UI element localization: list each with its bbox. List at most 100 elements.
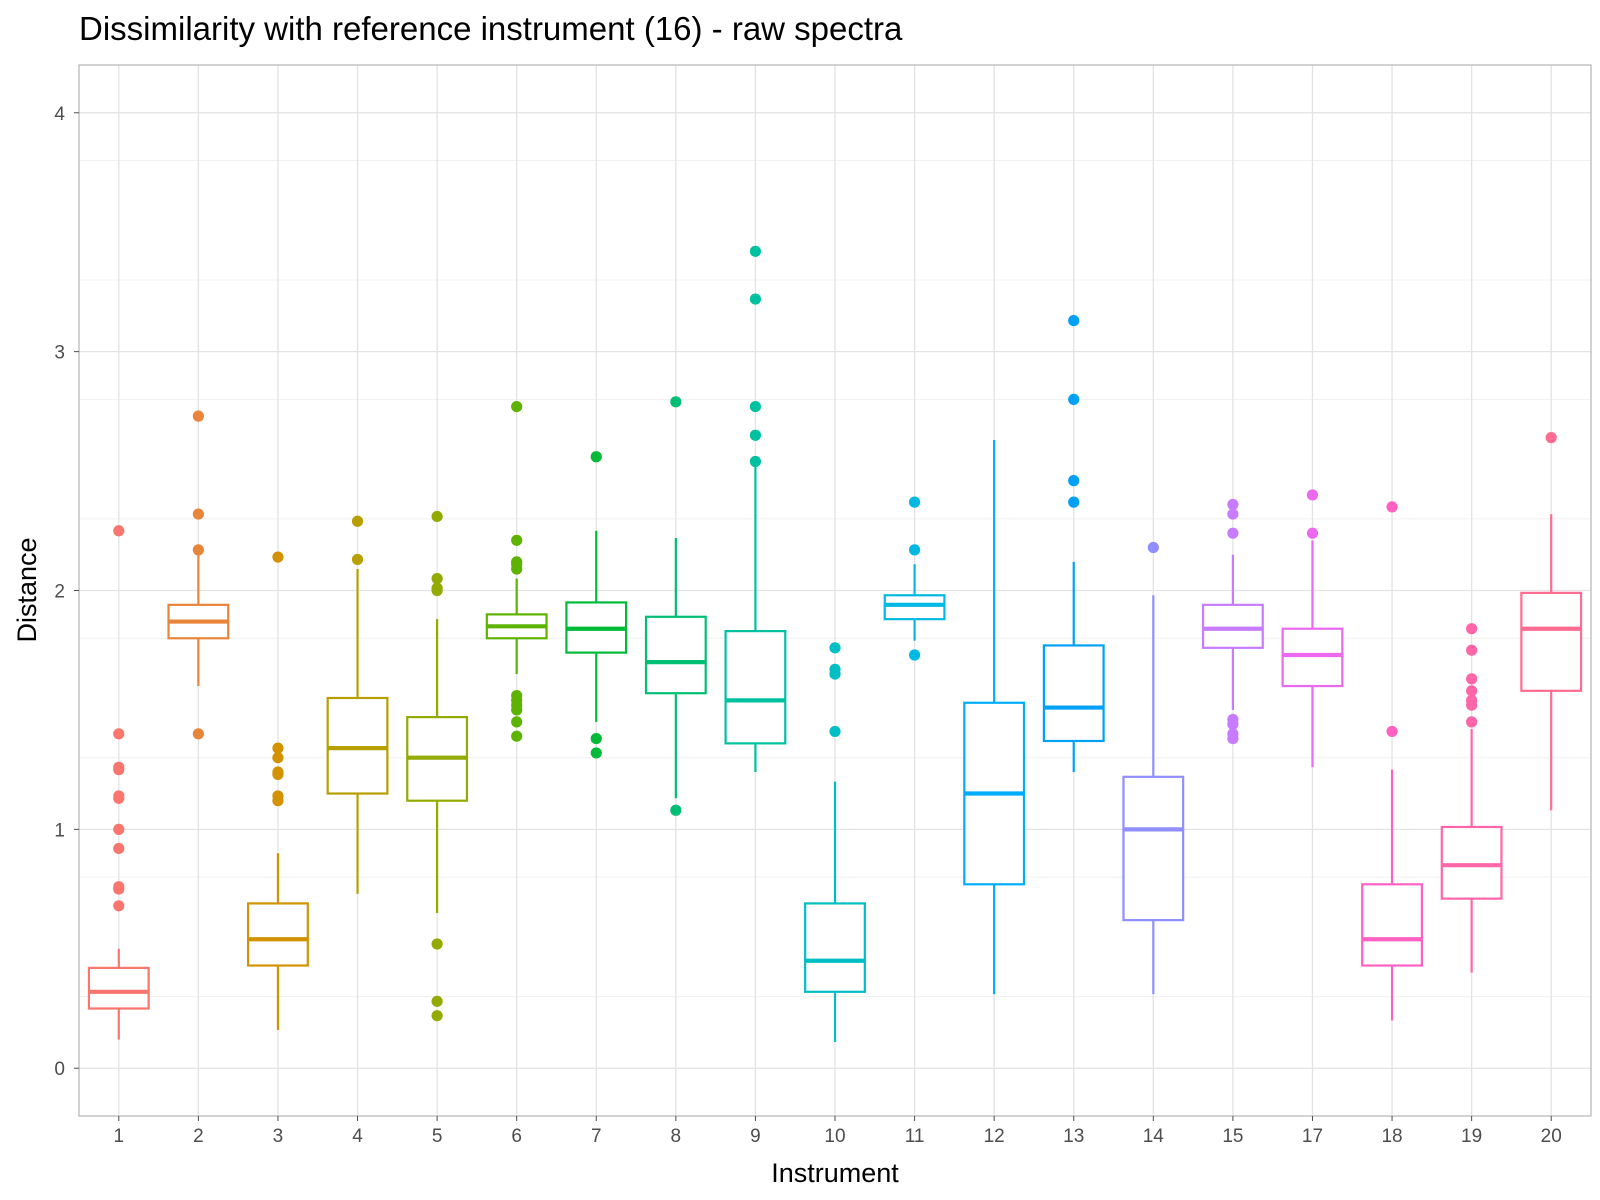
box-group-9 [724, 245, 787, 773]
x-tick-label: 8 [671, 1126, 682, 1147]
box-group-2 [167, 410, 230, 740]
box-group-14 [1122, 541, 1185, 995]
outlier-point [511, 716, 523, 728]
x-tick-label: 14 [1143, 1126, 1165, 1147]
outlier-point [192, 410, 204, 422]
outlier-point [511, 534, 523, 546]
outlier-point [272, 790, 284, 802]
iqr-box [1361, 883, 1423, 967]
outlier-point [431, 995, 443, 1007]
outlier-point [829, 642, 841, 654]
x-tick-label: 4 [352, 1126, 363, 1147]
outlier-point [431, 572, 443, 585]
y-tick-label: 0 [54, 1059, 65, 1080]
box-group-6 [485, 400, 548, 742]
box-group-13 [1042, 314, 1105, 773]
outlier-point [113, 881, 125, 893]
iqr-box [326, 696, 389, 795]
x-tick-label: 9 [750, 1126, 761, 1147]
y-tick-label: 2 [54, 582, 65, 603]
iqr-box [644, 615, 707, 695]
outlier-point [511, 400, 523, 413]
iqr-box [1281, 627, 1344, 688]
outlier-point [1068, 314, 1080, 327]
box-group-12 [963, 440, 1026, 995]
box-group-7 [565, 451, 628, 759]
outlier-point [113, 842, 125, 855]
outlier-point [113, 900, 125, 912]
outlier-point [1227, 527, 1239, 539]
outlier-point [272, 766, 284, 778]
outlier-point [192, 508, 204, 520]
outlier-point [1068, 496, 1080, 508]
box-layer [87, 245, 1583, 1042]
outlier-point [670, 804, 682, 816]
outlier-point [1227, 498, 1239, 511]
outlier-point [113, 525, 125, 537]
outlier-point [908, 544, 921, 556]
iqr-box [1520, 591, 1583, 692]
iqr-box [1201, 603, 1264, 649]
outlier-point [1466, 685, 1478, 697]
outlier-point [590, 747, 602, 759]
outlier-point [431, 1010, 443, 1022]
x-tick-label: 10 [824, 1126, 845, 1147]
outlier-point [749, 429, 762, 441]
outlier-point [1227, 713, 1239, 726]
y-tick-label: 4 [54, 104, 65, 125]
outlier-point [1545, 432, 1557, 444]
box-group-1 [87, 525, 150, 1040]
outlier-point [113, 761, 125, 773]
y-tick-label: 3 [54, 343, 65, 364]
outlier-point [511, 690, 523, 702]
outlier-point [272, 551, 284, 563]
iqr-box [724, 630, 787, 745]
box-group-19 [1440, 623, 1503, 973]
x-tick-label: 17 [1302, 1126, 1323, 1147]
iqr-box [1440, 825, 1503, 900]
y-axis-title: Distance [12, 537, 42, 642]
outlier-point [1147, 541, 1159, 554]
outlier-point [1466, 644, 1478, 656]
outlier-point [431, 510, 443, 523]
iqr-box [804, 902, 866, 993]
box-group-3 [247, 551, 309, 1031]
x-tick-label: 19 [1461, 1126, 1482, 1147]
iqr-box [1122, 775, 1185, 922]
outlier-point [192, 544, 204, 556]
box-group-15 [1201, 498, 1264, 745]
outlier-point [1227, 508, 1239, 520]
outlier-point [511, 556, 523, 568]
outlier-point [590, 732, 602, 745]
outlier-point [829, 725, 841, 738]
outlier-point [749, 455, 762, 468]
box-group-4 [326, 515, 389, 894]
outlier-point [272, 752, 284, 764]
x-tick-label: 18 [1381, 1126, 1402, 1147]
outlier-point [1386, 725, 1398, 738]
outlier-point [351, 553, 364, 566]
outlier-point [272, 742, 284, 754]
x-tick-label: 12 [984, 1126, 1005, 1147]
box-group-10 [804, 642, 866, 1042]
chart-title: Dissimilarity with reference instrument … [79, 10, 903, 47]
outlier-point [1386, 501, 1398, 513]
outlier-point [1068, 393, 1080, 406]
outlier-point [113, 790, 125, 802]
y-tick-label: 1 [54, 820, 65, 841]
outlier-point [1227, 728, 1239, 740]
outlier-point [749, 293, 762, 305]
outlier-point [908, 496, 921, 508]
outlier-point [1306, 489, 1319, 501]
outlier-point [1466, 716, 1478, 728]
iqr-box [883, 594, 946, 621]
box-group-20 [1520, 432, 1583, 811]
outlier-point [113, 823, 125, 835]
box-group-18 [1361, 501, 1423, 1021]
x-tick-label: 6 [511, 1126, 522, 1147]
x-tick-label: 7 [591, 1126, 602, 1147]
iqr-box [1042, 644, 1105, 743]
outlier-point [908, 649, 921, 661]
outlier-point [1466, 623, 1478, 635]
